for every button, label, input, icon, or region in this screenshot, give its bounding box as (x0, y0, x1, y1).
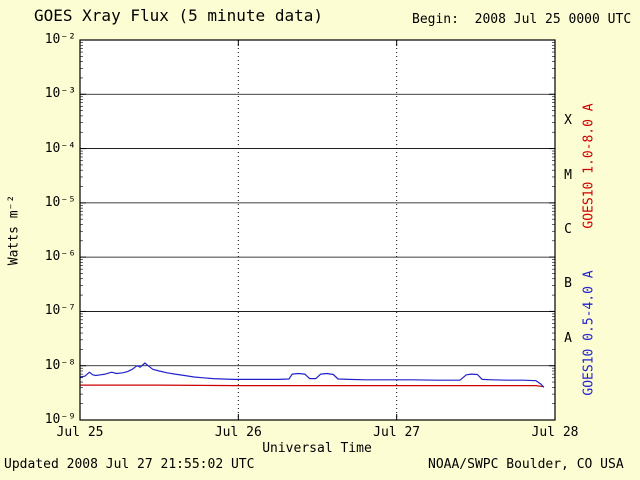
series-line-long-channel (80, 384, 544, 388)
x-tick-label: Jul 28 (531, 425, 579, 440)
legend-long-channel: GOES10 1.0-8.0 A (581, 103, 597, 229)
x-axis-label: Universal Time (262, 441, 372, 456)
flare-class-label: X (564, 113, 572, 129)
legend-short-channel: GOES10 0.5-4.0 A (581, 270, 597, 396)
y-tick-label: 10⁻⁶ (44, 249, 76, 265)
y-tick-label: 10⁻⁷ (44, 303, 76, 319)
y-tick-label: 10⁻⁸ (44, 357, 76, 373)
y-axis-label: Watts m⁻² (6, 194, 22, 266)
source-attribution: NOAA/SWPC Boulder, CO USA (428, 457, 624, 472)
plot-area (80, 40, 555, 420)
y-tick-label: 10⁻⁹ (44, 412, 76, 427)
plot-border (79, 39, 556, 421)
x-tick-label: Jul 26 (214, 425, 262, 440)
begin-timestamp-label: Begin: 2008 Jul 25 0000 UTC (412, 12, 632, 27)
flare-class-label: A (564, 330, 572, 346)
flare-class-label: B (564, 276, 572, 292)
y-tick-label: 10⁻⁵ (44, 194, 76, 210)
updated-timestamp: Updated 2008 Jul 27 21:55:02 UTC (4, 457, 255, 472)
x-tick-label: Jul 25 (56, 425, 104, 440)
y-tick-label: 10⁻⁴ (44, 140, 76, 156)
flare-class-label: M (564, 167, 572, 183)
y-tick-label: 10⁻³ (44, 86, 76, 102)
x-tick-label: Jul 27 (373, 425, 421, 440)
flare-class-label: C (564, 222, 572, 237)
series-line-short-channel (79, 362, 545, 388)
y-tick-label: 10⁻² (44, 32, 76, 47)
chart-title: GOES Xray Flux (5 minute data) (34, 6, 323, 25)
